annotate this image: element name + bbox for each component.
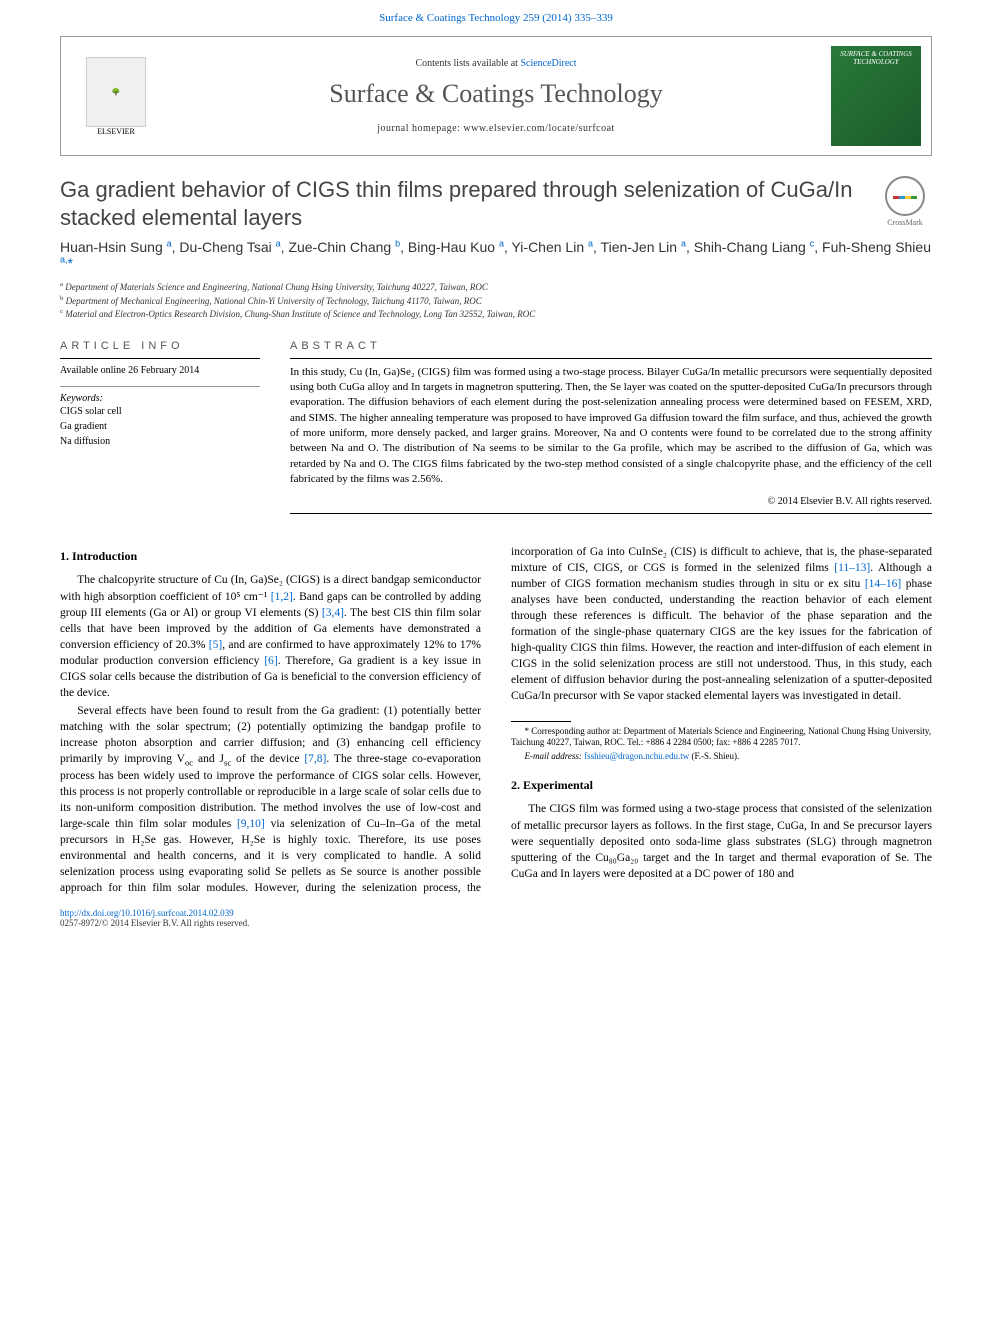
divider (290, 358, 932, 359)
journal-cover-title: SURFACE & COATINGS TECHNOLOGY (835, 50, 917, 67)
homepage-line: journal homepage: www.elsevier.com/locat… (171, 123, 821, 134)
abstract-copyright: © 2014 Elsevier B.V. All rights reserved… (290, 496, 932, 507)
citation-link[interactable]: Surface & Coatings Technology 259 (2014)… (379, 12, 613, 24)
journal-header-box: 🌳 ELSEVIER Contents lists available at S… (60, 36, 932, 156)
ref-link[interactable]: [9,10] (237, 818, 265, 830)
ref-link[interactable]: [3,4] (322, 607, 344, 619)
affiliation-item: c Material and Electron-Optics Research … (60, 308, 932, 322)
article-title: Ga gradient behavior of CIGS thin films … (60, 176, 858, 231)
ref-link[interactable]: [5] (209, 639, 222, 651)
issn-copyright: 0257-8972/© 2014 Elsevier B.V. All right… (60, 918, 249, 928)
body-two-column: 1. Introduction The chalcopyrite structu… (60, 544, 932, 897)
header-center: Contents lists available at ScienceDirec… (171, 50, 821, 142)
section-heading-experimental: 2. Experimental (511, 777, 932, 794)
page-footer: http://dx.doi.org/10.1016/j.surfcoat.201… (0, 896, 992, 948)
subscript: oc (185, 758, 193, 768)
text-run: of the device (231, 753, 304, 765)
ref-link[interactable]: [7,8] (304, 753, 326, 765)
ref-link[interactable]: [11–13] (834, 562, 870, 574)
elsevier-logo: 🌳 ELSEVIER (71, 46, 161, 146)
journal-cover-thumb: SURFACE & COATINGS TECHNOLOGY (831, 46, 921, 146)
keyword-item: Ga gradient (60, 419, 260, 434)
article-info-label: ARTICLE INFO (60, 340, 260, 352)
elsevier-label: ELSEVIER (97, 127, 135, 136)
contents-prefix: Contents lists available at (415, 58, 520, 69)
email-link[interactable]: fsshieu@dragon.nchu.edu.tw (584, 751, 689, 761)
affiliation-list: a Department of Materials Science and En… (60, 281, 932, 322)
abstract-text: In this study, Cu (In, Ga)Se₂ (CIGS) fil… (290, 365, 932, 488)
section-heading-intro: 1. Introduction (60, 548, 481, 565)
abstract-label: ABSTRACT (290, 340, 932, 352)
affiliation-item: b Department of Mechanical Engineering, … (60, 295, 932, 309)
email-label: E-mail address: (525, 751, 582, 761)
abstract-column: ABSTRACT In this study, Cu (In, Ga)Se₂ (… (290, 340, 932, 520)
divider (290, 513, 932, 514)
footnote-block: * Corresponding author at: Department of… (511, 721, 932, 763)
affiliation-item: a Department of Materials Science and En… (60, 281, 932, 295)
author-list: Huan-Hsin Sung a, Du-Cheng Tsai a, Zue-C… (60, 239, 932, 271)
intro-paragraph-1: The chalcopyrite structure of Cu (In, Ga… (60, 572, 481, 701)
contents-line: Contents lists available at ScienceDirec… (171, 58, 821, 69)
elsevier-tree-icon: 🌳 (86, 57, 146, 127)
ref-link[interactable]: [6] (264, 655, 277, 667)
homepage-url: www.elsevier.com/locate/surfcoat (463, 123, 614, 134)
journal-name: Surface & Coatings Technology (171, 79, 821, 109)
keywords-label: Keywords: (60, 393, 260, 404)
crossmark-icon (885, 176, 925, 216)
email-author-name: (F.-S. Shieu). (691, 751, 739, 761)
crossmark-label: CrossMark (887, 218, 923, 227)
available-online-date: Available online 26 February 2014 (60, 365, 260, 376)
keywords-list: CIGS solar cellGa gradientNa diffusion (60, 404, 260, 449)
email-footnote: E-mail address: fsshieu@dragon.nchu.edu.… (511, 751, 932, 763)
ref-link[interactable]: [1,2] (271, 591, 293, 603)
corresponding-author-footnote: * Corresponding author at: Department of… (511, 726, 932, 749)
keyword-item: Na diffusion (60, 434, 260, 449)
keyword-item: CIGS solar cell (60, 404, 260, 419)
doi-link[interactable]: http://dx.doi.org/10.1016/j.surfcoat.201… (60, 908, 234, 918)
article-info-column: ARTICLE INFO Available online 26 Februar… (60, 340, 260, 520)
divider (60, 386, 260, 387)
sciencedirect-link[interactable]: ScienceDirect (520, 58, 576, 69)
ref-link[interactable]: [14–16] (865, 578, 901, 590)
text-run: phase analyses have been conducted, unde… (511, 578, 932, 703)
footnote-separator (511, 721, 571, 722)
citation-header: Surface & Coatings Technology 259 (2014)… (0, 0, 992, 36)
divider (60, 358, 260, 359)
text-run: and J (193, 753, 224, 765)
crossmark-badge[interactable]: CrossMark (878, 176, 932, 227)
experimental-paragraph-1: The CIGS film was formed using a two-sta… (511, 801, 932, 881)
homepage-prefix: journal homepage: (377, 123, 463, 134)
